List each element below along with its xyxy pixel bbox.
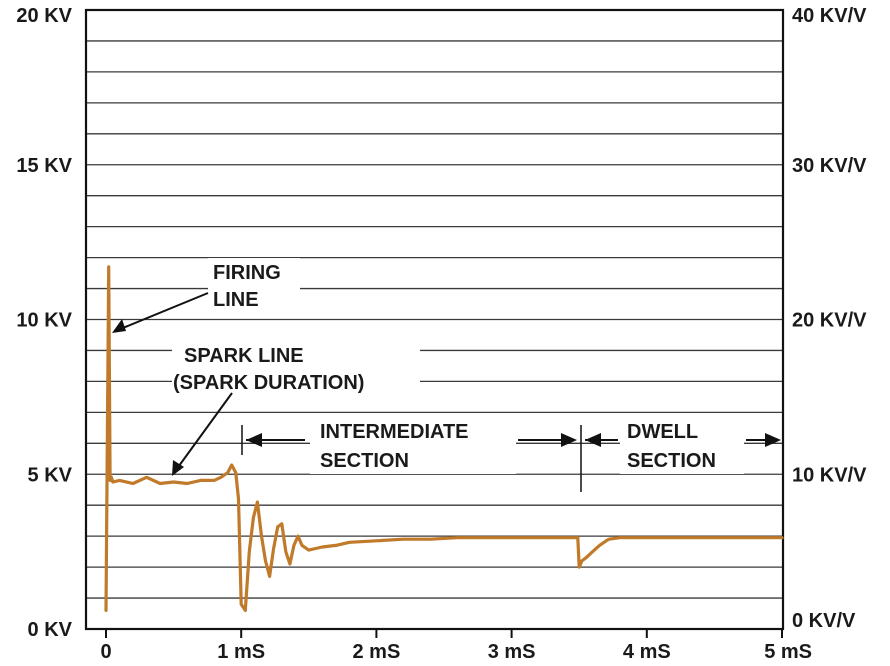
dwell-left-arrowhead (585, 433, 601, 447)
x-tick-label: 1 mS (217, 641, 265, 663)
y-tick-label-right: 0 KV/V (792, 610, 856, 632)
y-tick-label-right: 30 KV/V (792, 155, 867, 177)
waveform-trace (104, 265, 784, 612)
intermediate-section-annotation: INTERMEDIATE SECTION (241, 416, 577, 474)
dwell-right-arrowhead (765, 433, 781, 447)
grid-lines (86, 40, 783, 599)
firing-label-line1: FIRING (213, 262, 281, 284)
intermediate-left-arrowhead (246, 433, 262, 447)
x-tick-label: 4 mS (623, 641, 671, 663)
axis-ticks: 0 KV 5 KV 10 KV 15 KV 20 KV 0 KV/V 10 KV/V 20 K… (16, 5, 867, 663)
spark-arrow (175, 392, 233, 471)
spark-line-annotation: SPARK LINE (SPARK DURATION) (172, 343, 420, 476)
dwell-section-annotation: DWELL SECTION (580, 416, 781, 492)
firing-arrow (117, 292, 209, 331)
x-tick-label: 0 (100, 641, 111, 663)
y-tick-label-right: 10 KV/V (792, 464, 867, 486)
firing-arrowhead (112, 319, 126, 333)
y-tick-label-left: 20 KV (16, 5, 72, 27)
y-tick-label-left: 15 KV (16, 155, 72, 177)
y-tick-label-right: 20 KV/V (792, 310, 867, 332)
intermediate-right-arrowhead (561, 433, 577, 447)
spark-label-line2: (SPARK DURATION) (173, 372, 364, 394)
x-tick-label: 2 mS (352, 641, 400, 663)
firing-label-line2: LINE (213, 289, 259, 311)
waveform-series-line (104, 265, 784, 612)
spark-arrowhead (172, 460, 184, 476)
y-tick-label-left: 0 KV (28, 619, 73, 641)
plot-frame (84, 8, 785, 631)
firing-line-annotation: FIRING LINE (112, 258, 300, 333)
dwell-label-line1: DWELL (627, 421, 698, 443)
intermediate-label-line2: SECTION (320, 450, 409, 472)
y-tick-label-left: 10 KV (16, 310, 72, 332)
y-tick-label-right: 40 KV/V (792, 5, 867, 27)
intermediate-label-line1: INTERMEDIATE (320, 421, 469, 443)
spark-label-line1: SPARK LINE (184, 345, 304, 367)
x-tick-label: 5 mS (764, 641, 812, 663)
y-tick-label-left: 5 KV (28, 464, 73, 486)
dwell-label-line2: SECTION (627, 450, 716, 472)
x-tick-label: 3 mS (488, 641, 536, 663)
